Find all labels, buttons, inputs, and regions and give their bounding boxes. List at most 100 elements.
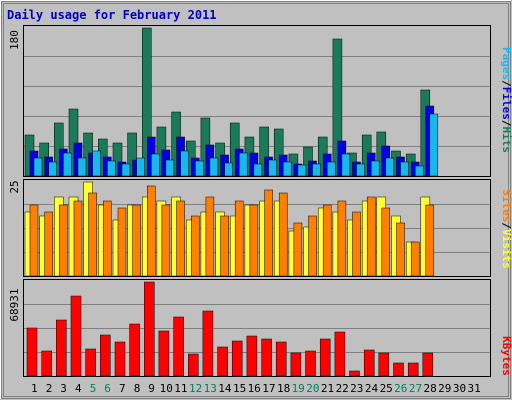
x-label-day-24: 24 <box>365 382 379 395</box>
bar-pages-day-22 <box>341 153 351 177</box>
legend-separator-3: / <box>500 222 512 229</box>
x-label-day-27: 27 <box>409 382 422 395</box>
x-label-day-26: 26 <box>394 382 407 395</box>
bar-pages-day-3 <box>63 152 72 177</box>
bar-hits-day-7 <box>112 142 123 177</box>
x-label-day-8: 8 <box>134 382 141 395</box>
bar-pages-day-23 <box>356 163 365 177</box>
bar-sites-day-21 <box>322 204 332 277</box>
bar-pages-day-17 <box>268 159 277 177</box>
x-axis-labels: 1 2 3 4 5 6 7 8 9 10 11 12 13 14 15 16 17 18 19 20 21 22 23 24 2… <box>31 382 481 395</box>
x-label-day-6: 6 <box>104 382 111 395</box>
legend-visits-sites: Sites/Visits <box>500 189 512 269</box>
bar-sites-day-14 <box>220 215 229 277</box>
legend-separator-2: / <box>500 120 512 127</box>
bar-sites-day-3 <box>59 204 68 277</box>
bar-hits-day-17 <box>259 126 269 177</box>
x-label-day-12: 12 <box>189 382 202 395</box>
x-label-day-28: 28 <box>423 382 436 395</box>
bar-sites-day-18 <box>278 192 288 277</box>
bar-pages-day-10 <box>165 159 175 177</box>
bar-pages-day-19 <box>297 164 307 177</box>
x-label-day-19: 19 <box>292 382 305 395</box>
panel3-ymax-label: 68931 <box>8 288 21 321</box>
x-label-day-31: 31 <box>467 382 480 395</box>
bar-kbytes-day-27 <box>407 362 419 377</box>
bar-pages-day-5 <box>92 150 101 177</box>
legend-visits: Visits <box>500 229 512 269</box>
bar-kbytes-day-24 <box>363 349 375 377</box>
bars-layer <box>24 27 439 377</box>
x-label-day-20: 20 <box>306 382 319 395</box>
legend-sites: Sites <box>500 189 512 222</box>
bar-sites-day-5 <box>88 192 97 277</box>
bar-sites-day-1 <box>29 204 39 277</box>
x-label-day-5: 5 <box>90 382 97 395</box>
bar-kbytes-day-20 <box>305 350 316 377</box>
x-label-day-14: 14 <box>218 382 232 395</box>
bar-sites-day-2 <box>44 211 53 277</box>
bar-hits-day-18 <box>273 128 284 177</box>
bar-kbytes-day-1 <box>26 327 38 377</box>
bar-pages-day-25 <box>385 157 395 177</box>
bar-sites-day-7 <box>117 207 127 277</box>
legend-hits-files-pages: Pages/Files/Hits <box>500 47 512 153</box>
bar-pages-day-1 <box>33 157 43 177</box>
bar-pages-day-21 <box>326 161 336 177</box>
bar-pages-day-13 <box>209 157 219 177</box>
panel1-ymax-label: 180 <box>8 30 21 50</box>
x-label-day-18: 18 <box>277 382 290 395</box>
bar-kbytes-day-22 <box>334 331 346 377</box>
bar-sites-day-15 <box>234 200 244 277</box>
bar-kbytes-day-6 <box>100 334 111 377</box>
legend-pages: Pages <box>500 47 512 80</box>
bar-kbytes-day-2 <box>41 350 52 377</box>
x-label-day-30: 30 <box>453 382 466 395</box>
bar-kbytes-day-14 <box>217 346 228 377</box>
bar-pages-day-14 <box>224 162 233 177</box>
bar-kbytes-day-18 <box>275 341 287 377</box>
bar-sites-day-25 <box>381 207 391 277</box>
x-label-day-21: 21 <box>321 382 334 395</box>
bar-kbytes-day-26 <box>393 362 404 377</box>
x-label-day-16: 16 <box>248 382 261 395</box>
bar-pages-day-6 <box>107 160 116 177</box>
bar-pages-day-28 <box>429 113 439 177</box>
bar-hits-day-9 <box>142 27 152 177</box>
bar-pages-day-27 <box>414 165 424 177</box>
bar-sites-day-17 <box>264 189 273 277</box>
bar-sites-day-22 <box>337 200 347 277</box>
bar-sites-day-11 <box>176 200 185 277</box>
x-label-day-15: 15 <box>233 382 246 395</box>
bar-sites-day-8 <box>132 204 141 277</box>
bar-pages-day-4 <box>77 157 87 177</box>
legend-hits: Hits <box>500 127 512 154</box>
bar-kbytes-day-8 <box>129 323 140 377</box>
bar-pages-day-16 <box>253 163 263 177</box>
bar-sites-day-24 <box>366 196 376 277</box>
bar-kbytes-day-12 <box>188 353 199 377</box>
bar-sites-day-13 <box>205 196 215 277</box>
bar-kbytes-day-17 <box>261 338 272 377</box>
bar-kbytes-day-25 <box>378 352 390 377</box>
bar-sites-day-19 <box>293 222 303 277</box>
legend-separator-1: / <box>500 80 512 87</box>
bar-sites-day-10 <box>161 204 171 277</box>
bar-sites-day-28 <box>425 204 435 277</box>
bar-hits-day-8 <box>127 132 137 177</box>
x-label-day-9: 9 <box>148 382 155 395</box>
bar-kbytes-day-9 <box>144 281 155 377</box>
bar-pages-day-9 <box>151 153 160 177</box>
x-label-day-2: 2 <box>46 382 53 395</box>
bar-pages-day-11 <box>180 150 189 177</box>
bar-kbytes-day-5 <box>85 348 96 377</box>
bar-pages-day-12 <box>195 160 204 177</box>
bar-sites-day-9 <box>147 185 156 277</box>
x-label-day-7: 7 <box>119 382 126 395</box>
bar-pages-day-7 <box>121 163 131 177</box>
x-label-day-17: 17 <box>262 382 275 395</box>
chart-title: Daily usage for February 2011 <box>7 8 217 22</box>
bar-sites-day-12 <box>191 215 200 277</box>
